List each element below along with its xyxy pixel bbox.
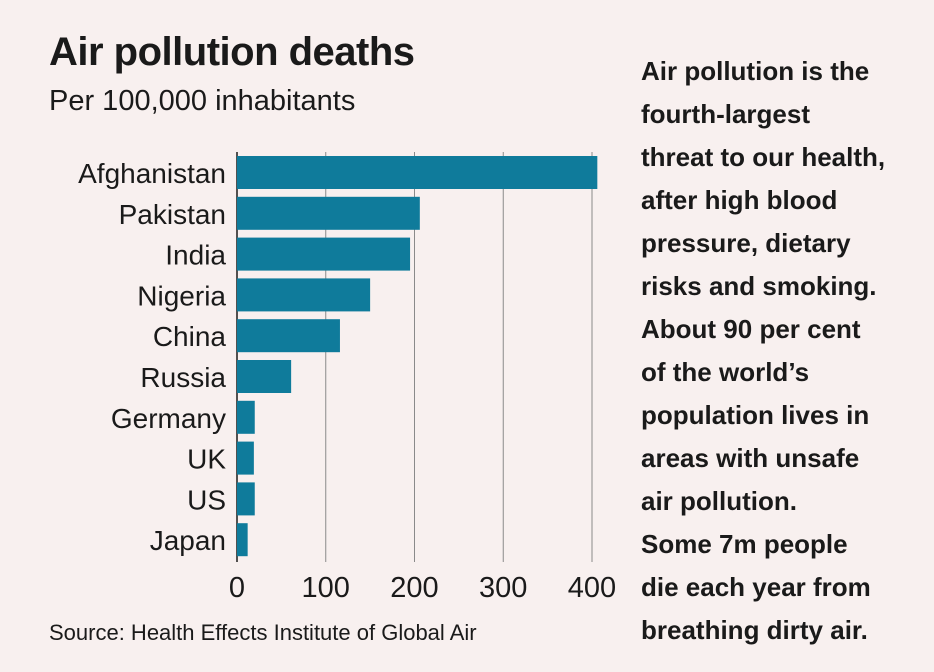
side-note-line: population lives in <box>641 400 870 430</box>
category-label: Pakistan <box>119 199 226 230</box>
x-tick-label: 100 <box>302 572 350 604</box>
chart-subtitle: Per 100,000 inhabitants <box>49 85 356 117</box>
side-note: Air pollution is the fourth-largest threat… <box>641 50 921 652</box>
category-label: China <box>153 321 227 352</box>
side-note-line: Air pollution is the <box>641 56 870 86</box>
bar-uk <box>237 441 254 475</box>
category-label: Russia <box>140 362 226 393</box>
side-note-line: areas with unsafe <box>641 443 860 473</box>
bar-afghanistan <box>237 156 598 189</box>
category-label: India <box>165 240 226 271</box>
side-note-line: fourth-largest <box>641 99 810 129</box>
chart-title: Air pollution deaths <box>49 30 415 74</box>
x-tick-label: 200 <box>390 572 438 604</box>
bar-japan <box>237 523 248 557</box>
x-tick-label: 400 <box>568 572 616 604</box>
bar-russia <box>237 360 292 393</box>
side-note-line: pressure, dietary <box>641 228 851 258</box>
bar-chart: Afghanistan Pakistan India Nigeria China Russ… <box>78 152 616 604</box>
side-note-line: die each year from <box>641 572 871 602</box>
category-label: Germany <box>111 403 226 434</box>
bar-germany <box>237 400 255 434</box>
category-label: UK <box>187 444 226 475</box>
side-note-line: threat to our health, <box>641 142 886 172</box>
x-tick-label: 300 <box>479 572 527 604</box>
side-note-line: About 90 per cent <box>641 314 861 344</box>
category-labels: Afghanistan Pakistan India Nigeria China Russ… <box>78 158 226 556</box>
category-label: Japan <box>150 525 226 556</box>
category-label: Afghanistan <box>78 158 226 189</box>
category-label: US <box>187 484 226 515</box>
bar-nigeria <box>237 278 371 312</box>
x-axis-ticks: 0 100 200 300 400 <box>229 572 616 604</box>
bar-china <box>237 319 340 353</box>
category-label: Nigeria <box>137 280 226 311</box>
chart-source: Source: Health Effects Institute of Glob… <box>49 620 477 645</box>
side-note-line: risks and smoking. <box>641 271 877 301</box>
side-note-line: of the world’s <box>641 357 810 387</box>
side-note-line: after high blood <box>641 185 838 215</box>
side-note-line: breathing dirty air. <box>641 615 868 645</box>
bars <box>237 156 598 557</box>
bar-pakistan <box>237 196 420 230</box>
x-tick-label: 0 <box>229 572 245 604</box>
side-note-line: air pollution. <box>641 486 797 516</box>
bar-us <box>237 482 255 516</box>
side-note-line: Some 7m people <box>641 529 848 559</box>
bar-india <box>237 237 411 271</box>
